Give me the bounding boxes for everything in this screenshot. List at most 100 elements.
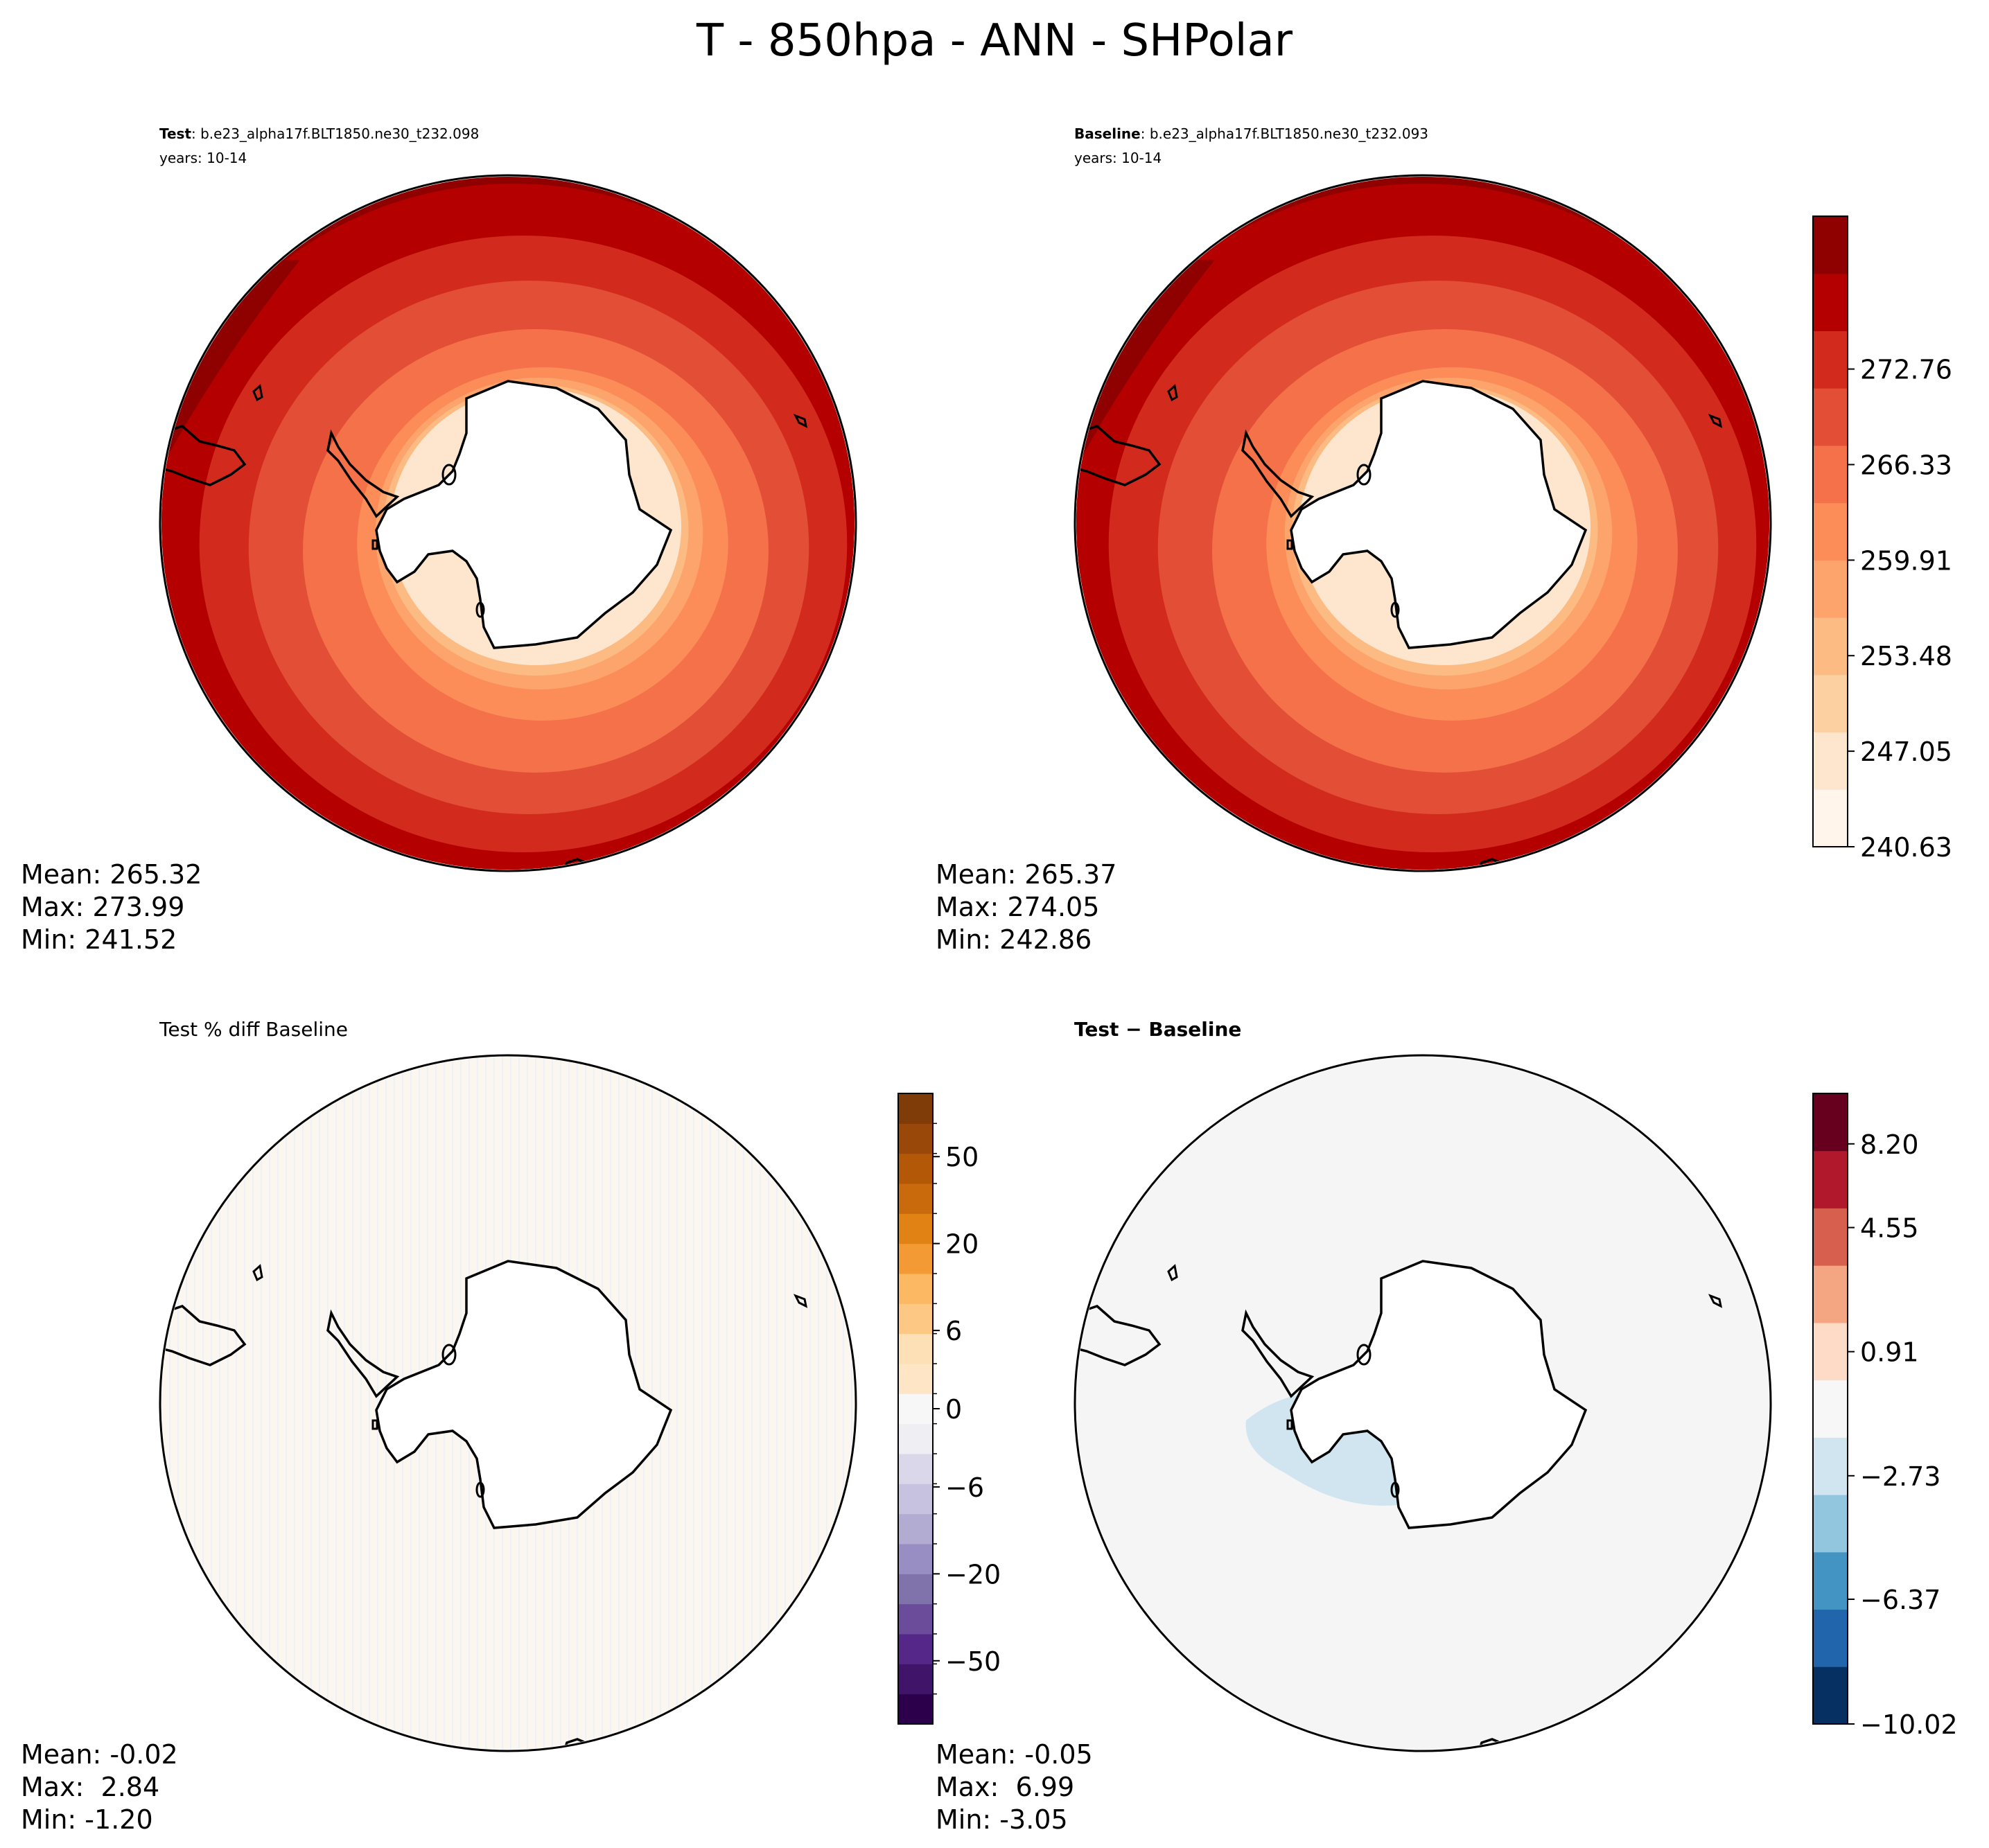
diff-colorbar-swatch (1813, 1265, 1848, 1323)
pctdiff-colorbar-swatch (898, 1423, 933, 1454)
diff-map-boundary (1074, 1054, 1772, 1752)
falkland-islands (1167, 384, 1178, 402)
temp-colorbar-swatch (1813, 445, 1848, 504)
pctdiff-colorbar-swatch (898, 1303, 933, 1335)
south-america-tip (161, 1305, 247, 1366)
pctdiff-colorbar-tick-label: 20 (945, 1229, 979, 1260)
pctdiff-colorbar-swatch (898, 1574, 933, 1605)
pctdiff-colorbar-swatch (898, 1093, 933, 1124)
pctdiff-colorbar-swatch (898, 1213, 933, 1244)
island-right (1708, 414, 1723, 428)
diff-colorbar-tick-label: −10.02 (1860, 1709, 1958, 1740)
pctdiff-colorbar-swatch (898, 1544, 933, 1574)
island (1390, 601, 1400, 618)
island-right (793, 1294, 808, 1308)
diff-colorbar-tick-label: −6.37 (1860, 1585, 1940, 1615)
island (1286, 1419, 1293, 1430)
pctdiff-mean: Mean: -0.02 (21, 1739, 178, 1770)
island (371, 1419, 378, 1430)
pctdiff-colorbar-swatch (898, 1664, 933, 1695)
pctdiff-colorbar-swatch (898, 1693, 933, 1725)
pctdiff-colorbar-swatch (898, 1183, 933, 1214)
pctdiff-colorbar-swatch (898, 1364, 933, 1394)
diff-colorbar-swatch (1813, 1322, 1848, 1381)
panel-diff: Test − Baseline Mean: -0.05 Max: 6.99 Mi… (936, 1018, 1958, 1835)
diff-colorbar-frame (1812, 1093, 1848, 1725)
diff-mean: Mean: -0.05 (936, 1739, 1093, 1770)
baseline-mean: Mean: 265.37 (936, 859, 1116, 890)
island-right (1708, 1294, 1723, 1308)
falkland-islands (252, 384, 263, 402)
temp-colorbar-tick-label: 253.48 (1860, 641, 1952, 671)
temp-colorbar-swatch (1813, 331, 1848, 389)
baseline-label: Baseline: b.e23_alpha17f.BLT1850.ne30_t2… (1074, 125, 1428, 142)
pctdiff-colorbar-tick-label: 50 (945, 1142, 979, 1172)
diff-colorbar-swatch (1813, 1551, 1848, 1610)
temp-colorbar-swatch (1813, 388, 1848, 446)
temp-colorbar-tick-label: 240.63 (1860, 832, 1952, 863)
baseline-map (1076, 177, 1769, 870)
figure-title: T - 850hpa - ANN - SHPolar (696, 15, 1293, 67)
pctdiff-colorbar-tick-label: 0 (945, 1394, 962, 1425)
baseline-max: Max: 274.05 (936, 892, 1099, 922)
diff-colorbar-swatch (1813, 1208, 1848, 1266)
temp-colorbar-swatch (1813, 732, 1848, 790)
baseline-label-bold: Baseline (1074, 125, 1141, 142)
pctdiff-colorbar-swatch (898, 1634, 933, 1664)
test-label: Test: b.e23_alpha17f.BLT1850.ne30_t232.0… (159, 125, 479, 142)
temp-colorbar-frame (1812, 215, 1848, 847)
test-map (161, 177, 855, 870)
south-america-tip (1076, 425, 1162, 486)
island (441, 464, 457, 486)
diff-map (1076, 1057, 1769, 1750)
test-min: Min: 241.52 (21, 924, 177, 955)
baseline-years: years: 10-14 (1074, 150, 1162, 166)
temp-colorbar-tick-label: 247.05 (1860, 737, 1952, 767)
island (475, 1481, 485, 1498)
test-years: years: 10-14 (159, 150, 247, 166)
temp-colorbar-swatch (1813, 674, 1848, 733)
diff-colorbar-swatch (1813, 1380, 1848, 1438)
test-mean: Mean: 265.32 (21, 859, 202, 890)
island (1356, 1344, 1372, 1366)
colorbar-pctdiff: −50 −20 −6 0 6 20 50 (897, 1093, 1001, 1725)
island (371, 539, 378, 550)
coastline (1076, 1260, 1723, 1750)
diff-colorbar-tick-label: 8.20 (1860, 1129, 1919, 1160)
baseline-label-case: : b.e23_alpha17f.BLT1850.ne30_t232.093 (1141, 125, 1428, 142)
test-max: Max: 273.99 (21, 892, 184, 922)
test-label-bold: Test (159, 125, 191, 142)
pctdiff-min: Min: -1.20 (21, 1804, 153, 1835)
diff-colorbar-tick-label: −2.73 (1860, 1461, 1940, 1492)
diff-min: Min: -3.05 (936, 1804, 1068, 1835)
diff-colorbar-tick-label: 0.91 (1860, 1337, 1919, 1368)
diff-colorbar-swatch (1813, 1495, 1848, 1553)
pctdiff-colorbar-swatch (898, 1393, 933, 1425)
temp-colorbar-swatch (1813, 273, 1848, 331)
island (1390, 1481, 1400, 1498)
temp-colorbar-swatch (1813, 617, 1848, 676)
temp-colorbar-swatch (1813, 216, 1848, 274)
diff-title: Test − Baseline (1074, 1018, 1241, 1041)
temp-colorbar-swatch (1813, 560, 1848, 618)
diff-colorbar-tick-label: 4.55 (1860, 1213, 1919, 1244)
pctdiff-colorbar-tick-label: −50 (945, 1646, 1001, 1677)
colorbar-diff: −10.02 −6.37 −2.73 0.91 4.55 8.20 (1812, 1093, 1958, 1740)
island (1286, 539, 1293, 550)
island (1356, 464, 1372, 486)
diff-colorbar-swatch (1813, 1666, 1848, 1725)
pctdiff-max: Max: 2.84 (21, 1772, 159, 1802)
pctdiff-colorbar-swatch (898, 1333, 933, 1364)
diff-colorbar-swatch (1813, 1609, 1848, 1667)
falkland-islands (1167, 1264, 1178, 1282)
pctdiff-title: Test % diff Baseline (159, 1018, 348, 1041)
baseline-map-boundary (1074, 174, 1772, 872)
pctdiff-colorbar-swatch (898, 1243, 933, 1274)
pctdiff-colorbar-tick-label: 6 (945, 1316, 962, 1346)
pctdiff-colorbar-swatch (898, 1484, 933, 1515)
south-america-tip (1076, 1305, 1162, 1366)
island (475, 601, 485, 618)
colorbar-temperature: 240.63 247.05 253.48 259.91 266.33 272.76 (1812, 215, 1952, 863)
panel-baseline: Baseline: b.e23_alpha17f.BLT1850.ne30_t2… (936, 125, 1952, 955)
